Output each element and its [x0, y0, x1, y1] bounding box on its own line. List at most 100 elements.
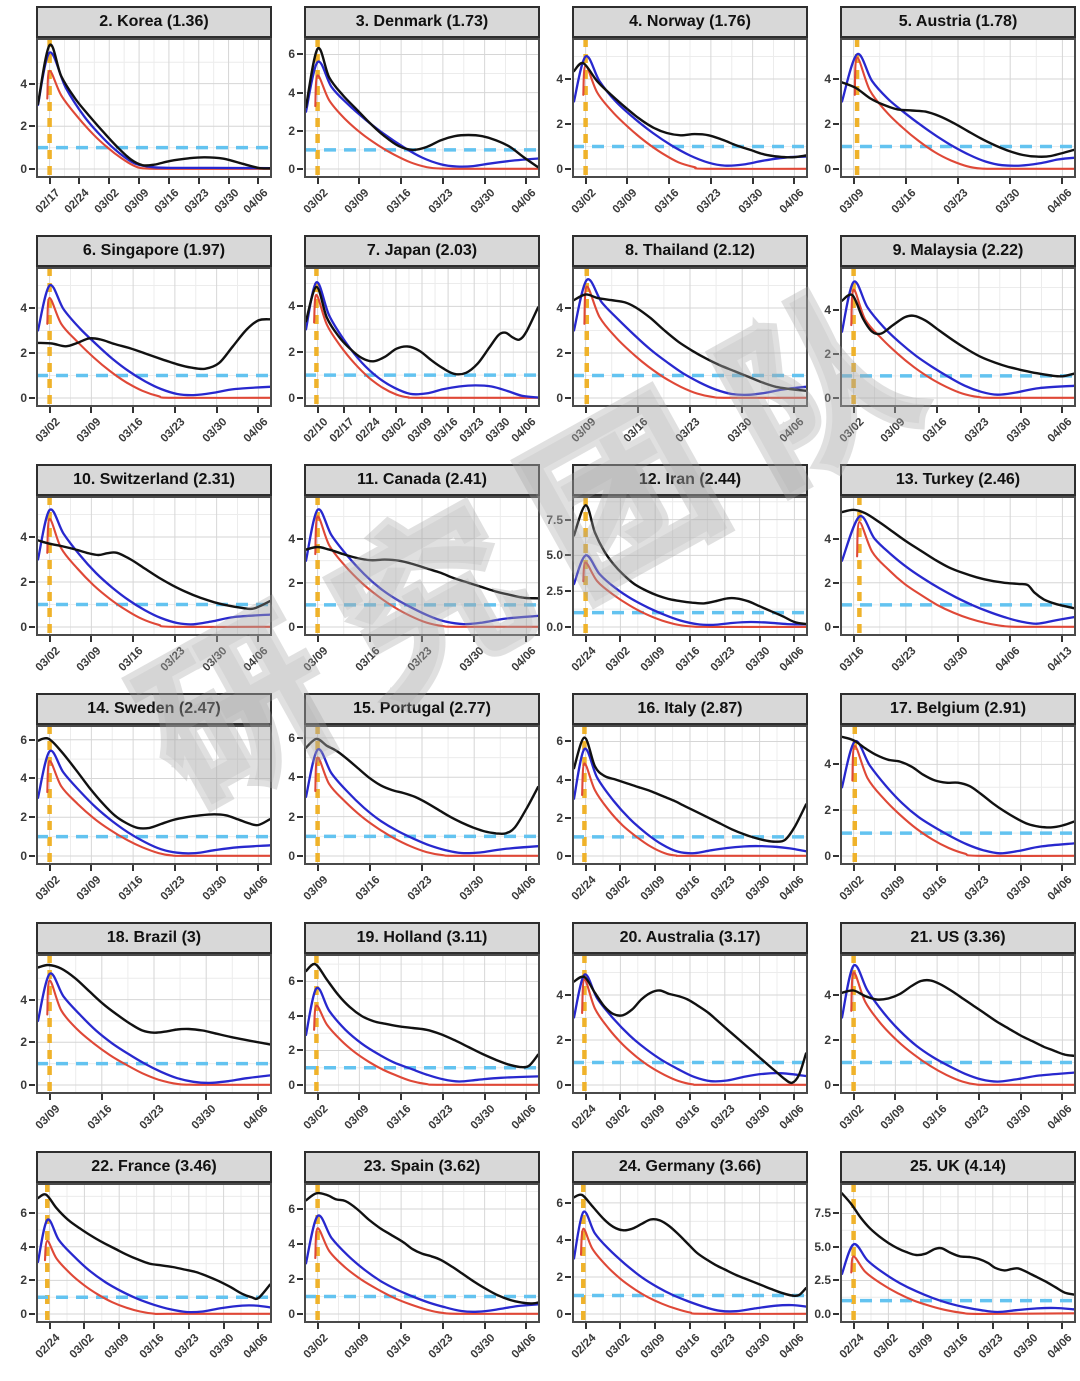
- x-tick-label: 03/09: [638, 874, 668, 903]
- x-tick-label: 03/23: [457, 416, 487, 445]
- x-tick-mark: [132, 636, 135, 642]
- chart-panel: 8. Thailand (2.12) 0 2 4 03/09 03/16 03/23 03/3…: [542, 235, 808, 461]
- x-tick-label: 03/30: [941, 645, 971, 674]
- series-black-line: [36, 1193, 272, 1301]
- y-tick-mark: [29, 998, 35, 1001]
- y-axis: 0 2 4: [810, 954, 840, 1094]
- x-tick-mark: [132, 407, 135, 413]
- x-tick-mark: [793, 636, 796, 642]
- x-tick-mark: [215, 865, 218, 871]
- x-tick-mark: [525, 178, 528, 184]
- panel-title: 17. Belgium (2.91): [840, 693, 1076, 725]
- series-red-line: [314, 756, 540, 857]
- y-tick-label: 0: [20, 849, 27, 863]
- chart-plot: [572, 496, 808, 636]
- y-axis: 0 2 4 6: [274, 1183, 304, 1323]
- plot-area: [36, 1183, 272, 1323]
- series-red-line: [314, 74, 540, 170]
- chart-plot: [572, 725, 808, 865]
- chart-plot: [840, 496, 1076, 636]
- y-tick-label: 4: [556, 301, 563, 315]
- x-tick-label: 04/06: [1046, 874, 1075, 903]
- x-tick-label: 03/16: [673, 1332, 703, 1361]
- y-tick-label: 2: [20, 575, 27, 589]
- series-black-line: [304, 962, 540, 1069]
- y-tick-mark: [833, 581, 839, 584]
- x-tick-mark: [421, 407, 423, 413]
- x-tick-label: 03/30: [457, 874, 487, 903]
- chart-panel: 18. Brazil (3) 0 2 4 03/09 03/16 03/23 03/30 04/…: [6, 922, 272, 1148]
- x-tick-mark: [48, 865, 51, 871]
- y-tick-label: 0: [20, 391, 27, 405]
- y-tick-mark: [297, 1049, 303, 1052]
- x-tick-mark: [447, 407, 450, 413]
- y-tick-label: 2: [288, 345, 295, 360]
- panel-border: [36, 954, 272, 1094]
- x-tick-label: 03/23: [426, 1332, 456, 1361]
- y-tick-label: 4: [556, 772, 563, 787]
- chart-panel: 13. Turkey (2.46) 0 2 4 03/16 03/23 03/30 04/06…: [810, 464, 1076, 690]
- x-tick-mark: [400, 1323, 403, 1329]
- y-tick-mark: [297, 1084, 303, 1086]
- x-tick-label: 02/24: [569, 645, 599, 674]
- panel-title: 12. Iran (2.44): [572, 464, 808, 496]
- x-tick-label: 03/09: [879, 874, 908, 903]
- x-tick-label: 03/02: [33, 874, 63, 903]
- x-axis: 03/09 03/16 03/23 03/30 04/06: [301, 865, 540, 919]
- x-tick-mark: [654, 636, 657, 642]
- x-tick-mark: [894, 407, 897, 413]
- x-tick-label: 02/24: [837, 1332, 867, 1361]
- series-red-line: [851, 744, 1076, 857]
- y-tick-mark: [297, 1278, 303, 1280]
- x-axis: 02/24 03/02 03/09 03/16 03/23 03/30 04/06: [569, 1094, 808, 1148]
- x-tick-label: 03/16: [353, 645, 383, 674]
- x-tick-mark: [108, 178, 111, 184]
- y-tick-label: 0: [288, 849, 295, 863]
- plot-area: [36, 496, 272, 636]
- x-tick-mark: [483, 1094, 486, 1100]
- y-tick-mark: [565, 816, 571, 819]
- y-tick-label: 5.0: [546, 548, 563, 563]
- y-axis: 0 2 4: [810, 38, 840, 178]
- x-tick-mark: [1061, 407, 1064, 413]
- y-tick-mark: [29, 1212, 35, 1215]
- series-black-line: [840, 735, 1076, 829]
- y-tick-label: 6: [556, 1195, 563, 1210]
- y-tick-label: 0: [824, 849, 831, 863]
- y-axis: 0 2 4: [542, 954, 572, 1094]
- y-tick-mark: [29, 581, 35, 583]
- y-tick-mark: [833, 1313, 839, 1315]
- x-tick-mark: [342, 407, 345, 413]
- x-axis: 03/02 03/09 03/16 03/23 03/30 04/06: [33, 865, 272, 919]
- y-tick-mark: [833, 1084, 839, 1086]
- x-tick-mark: [689, 1094, 691, 1100]
- series-red-line: [46, 517, 272, 628]
- y-tick-mark: [29, 1041, 35, 1044]
- x-tick-mark: [1061, 1094, 1064, 1100]
- x-tick-mark: [197, 178, 200, 184]
- x-tick-mark: [78, 178, 81, 184]
- x-tick-label: 03/09: [75, 874, 104, 903]
- y-tick-mark: [297, 537, 303, 540]
- x-tick-mark: [584, 1094, 587, 1100]
- plot-area: [304, 1183, 540, 1323]
- x-tick-mark: [751, 178, 754, 184]
- x-tick-label: 03/23: [962, 1103, 992, 1132]
- x-tick-label: 03/30: [743, 1103, 773, 1132]
- y-tick-label: 4: [20, 76, 27, 91]
- x-tick-label: 04/06: [242, 1103, 271, 1132]
- y-tick-mark: [565, 740, 571, 743]
- series-blue-line: [572, 278, 808, 397]
- x-tick-label: 04/06: [242, 645, 271, 674]
- chart-panel: 24. Germany (3.66) 0 2 4 6 02/24 03/02 03/09 03/…: [542, 1151, 808, 1377]
- chart-plot: [36, 38, 272, 178]
- y-tick-label: 4: [824, 72, 831, 86]
- chart-plot: [572, 1183, 808, 1323]
- y-tick-label: 0: [824, 1078, 831, 1092]
- plot-area: [572, 1183, 808, 1323]
- series-black-line: [840, 978, 1076, 1057]
- x-tick-label: 02/17: [327, 416, 357, 445]
- y-tick-mark: [29, 1245, 35, 1248]
- x-tick-label: 04/06: [510, 645, 539, 674]
- series-blue-line: [36, 749, 272, 855]
